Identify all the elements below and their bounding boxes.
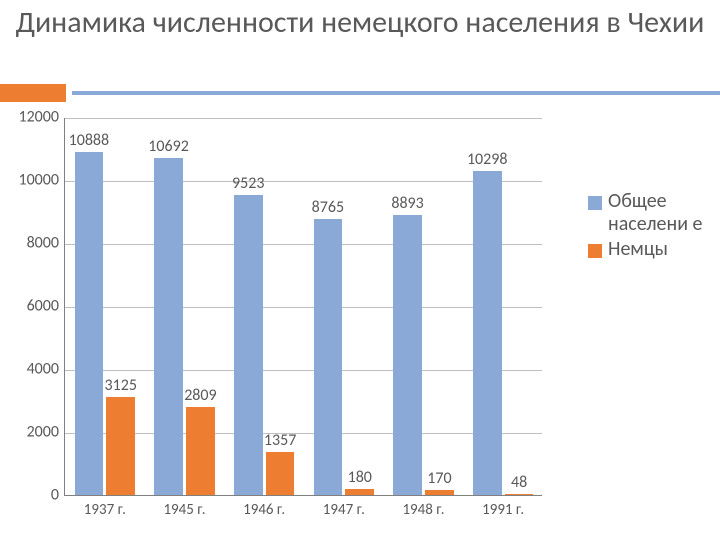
- legend: Общее населени еНемцы: [588, 190, 718, 263]
- legend-swatch: [588, 196, 602, 210]
- y-tick-label: 4000: [27, 360, 65, 379]
- y-tick-label: 0: [51, 486, 65, 505]
- bar-value-label: 180: [348, 468, 372, 489]
- bar-value-label: 8893: [391, 194, 423, 215]
- bar-germans: 170: [425, 490, 454, 495]
- bar-value-label: 1357: [264, 431, 296, 452]
- accent-line: [72, 91, 720, 95]
- accent-block: [0, 84, 66, 102]
- gridline: [65, 181, 542, 182]
- y-tick-label: 12000: [18, 108, 65, 127]
- bar-germans: 180: [345, 489, 374, 495]
- x-category-label: 1937 г.: [84, 495, 126, 519]
- bar-value-label: 10888: [69, 131, 110, 152]
- plot-area: 0200040006000800010000120001937 г.108883…: [64, 118, 542, 496]
- bar-value-label: 3125: [105, 376, 137, 397]
- bar-total: 10298: [473, 171, 502, 495]
- bar-total: 10888: [75, 152, 104, 495]
- legend-label: Общее населени е: [608, 190, 718, 236]
- bar-total: 8765: [314, 219, 343, 495]
- bar-total: 8893: [393, 215, 422, 495]
- y-tick-label: 6000: [27, 297, 65, 316]
- bar-germans: 2809: [186, 407, 215, 495]
- bar-total: 10692: [154, 158, 183, 495]
- x-category-label: 1948 г.: [402, 495, 444, 519]
- x-category-label: 1945 г.: [163, 495, 205, 519]
- x-category-label: 1946 г.: [243, 495, 285, 519]
- gridline: [65, 118, 542, 119]
- x-category-label: 1947 г.: [323, 495, 365, 519]
- x-category-label: 1991 г.: [482, 495, 524, 519]
- gridline: [65, 433, 542, 434]
- legend-label: Немцы: [608, 238, 668, 261]
- bar-value-label: 48: [511, 473, 527, 494]
- bar-value-label: 2809: [184, 386, 216, 407]
- bar-value-label: 10692: [148, 137, 189, 158]
- page-title: Динамика численности немецкого населения…: [0, 0, 720, 41]
- chart: 0200040006000800010000120001937 г.108883…: [10, 102, 580, 532]
- legend-item: Общее населени е: [588, 190, 718, 236]
- bar-germans: 48: [505, 494, 534, 496]
- bar-germans: 1357: [266, 452, 295, 495]
- bar-value-label: 8765: [312, 198, 344, 219]
- bar-total: 9523: [234, 195, 263, 495]
- accent-row: [0, 84, 720, 102]
- bar-value-label: 10298: [467, 150, 508, 171]
- bar-value-label: 170: [427, 469, 451, 490]
- bar-value-label: 9523: [232, 174, 264, 195]
- y-tick-label: 10000: [18, 171, 65, 190]
- gridline: [65, 307, 542, 308]
- gridline: [65, 244, 542, 245]
- y-tick-label: 8000: [27, 234, 65, 253]
- legend-item: Немцы: [588, 238, 718, 261]
- legend-swatch: [588, 244, 602, 258]
- gridline: [65, 370, 542, 371]
- y-tick-label: 2000: [27, 423, 65, 442]
- bar-germans: 3125: [106, 397, 135, 495]
